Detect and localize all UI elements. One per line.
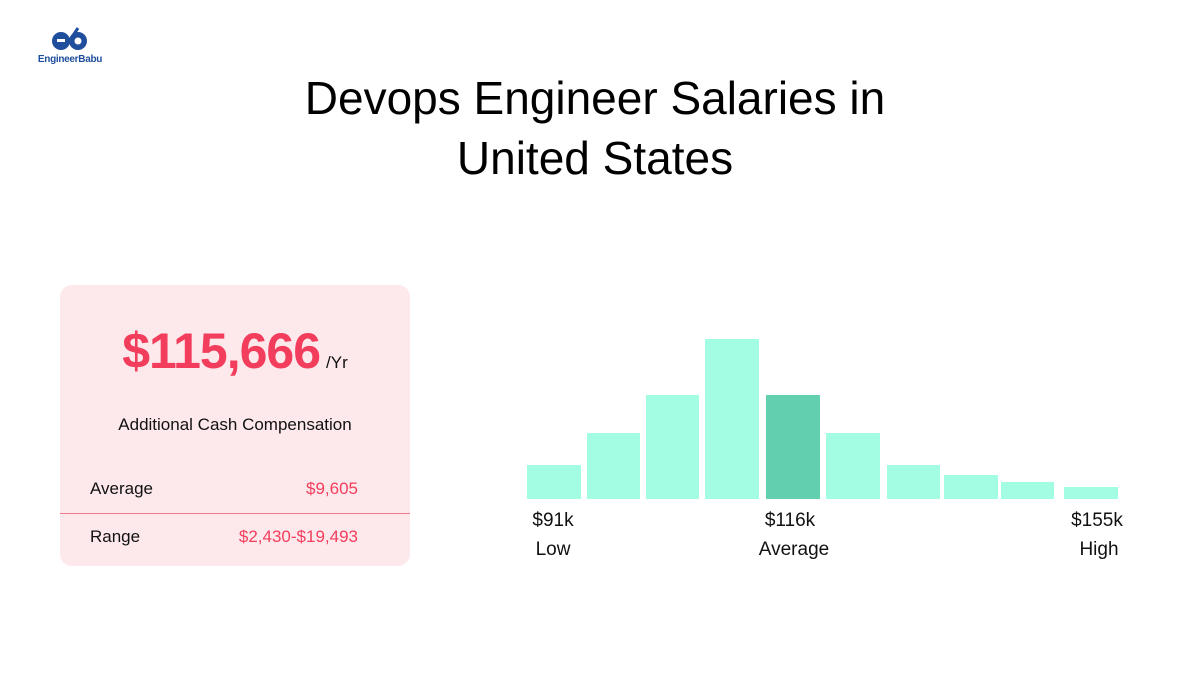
engineerbabu-logo-icon bbox=[52, 27, 87, 50]
range-label: Range bbox=[90, 527, 141, 546]
low-value: $91k bbox=[532, 510, 574, 531]
high-label: High bbox=[1079, 539, 1119, 560]
average-value: $9,605 bbox=[306, 479, 358, 498]
histogram-bar bbox=[1001, 482, 1054, 499]
average-label-marker: Average bbox=[758, 539, 830, 560]
range-value: $2,430-$19,493 bbox=[238, 527, 358, 546]
brand-name: EngineerBabu bbox=[37, 54, 103, 65]
histogram-bar bbox=[887, 465, 940, 499]
card-subtitle: Additional Cash Compensation bbox=[118, 415, 352, 434]
histogram-bar-average bbox=[766, 395, 820, 499]
brand-logo: EngineerBabu bbox=[20, 26, 120, 65]
histogram-bar bbox=[527, 465, 581, 499]
average-label: Average bbox=[90, 479, 154, 498]
histogram-bar bbox=[705, 339, 759, 499]
salary-period: /Yr bbox=[326, 353, 348, 372]
row-divider bbox=[60, 513, 410, 514]
high-value: $155k bbox=[1071, 510, 1123, 531]
average-row: Average $9,605 bbox=[90, 479, 358, 499]
histogram-bar bbox=[646, 395, 699, 499]
salary-card: $115,666 /Yr Additional Cash Compensatio… bbox=[60, 285, 410, 566]
range-row: Range $2,430-$19,493 bbox=[90, 527, 358, 547]
page-title: Devops Engineer Salaries in United State… bbox=[0, 68, 1190, 188]
histogram-bar bbox=[587, 433, 640, 499]
salary-headline: $115,666 /Yr bbox=[60, 321, 410, 381]
histogram-bar bbox=[944, 475, 998, 499]
low-label: Low bbox=[535, 539, 571, 560]
histogram-bar bbox=[826, 433, 880, 499]
histogram-bar bbox=[1064, 487, 1118, 499]
salary-amount: $115,666 bbox=[122, 323, 321, 379]
title-line-2: United States bbox=[456, 132, 734, 184]
average-value-marker: $116k bbox=[764, 510, 816, 531]
title-line-1: Devops Engineer Salaries in bbox=[304, 72, 886, 124]
